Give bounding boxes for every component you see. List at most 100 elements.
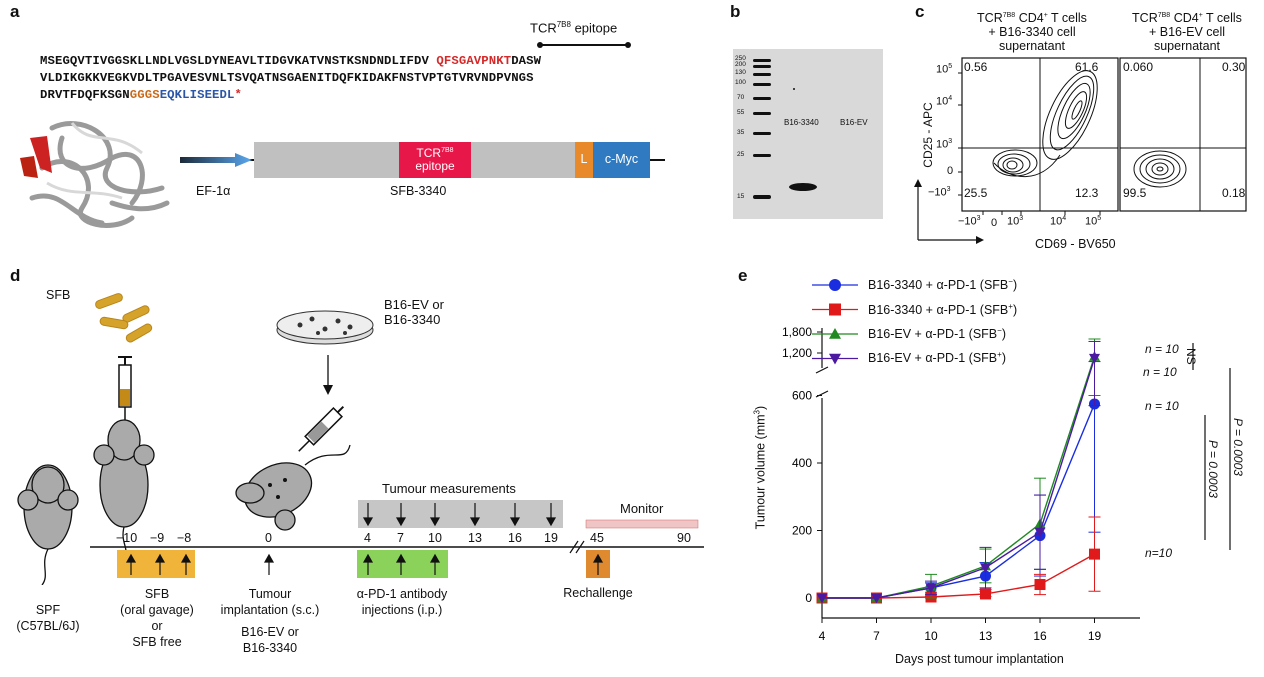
flow-plot-2-title: TCR7B8 CD4+ T cells + B16-EV cell superna… — [1132, 11, 1242, 54]
day-m9: −9 — [150, 531, 165, 545]
series-line — [822, 358, 1096, 599]
plot1-q2: 61.6 — [1075, 60, 1099, 74]
data-point — [816, 593, 828, 604]
panel-a-letter: a — [10, 2, 20, 21]
cells-label: B16-EV or B16-3340 — [384, 297, 444, 327]
plot1-q4: 12.3 — [1075, 186, 1099, 200]
construct-linker-box — [575, 142, 593, 178]
flow-y-axis-label: CD25 - APC — [921, 102, 935, 168]
data-point — [871, 593, 882, 604]
n-label-4: n=10 — [1145, 546, 1173, 560]
day-7: 7 — [397, 531, 404, 545]
sequence-line-3: DRVTFDQFKSGNGGGSEQKLISEEDL* — [40, 88, 242, 102]
day-0: 0 — [265, 531, 272, 545]
flow-plot-1-contours — [992, 70, 1098, 178]
chart-axes: 4 7 10 13 16 19 0 200 400 600 1,200 1,800 — [782, 279, 1140, 643]
tumour-measurements-label: Tumour measurements — [382, 481, 516, 496]
y-tick-1e5: 105 — [936, 63, 953, 76]
chart-y-label: Tumour volume (mm3) — [752, 405, 768, 530]
flow-cytometry-plots — [914, 57, 1247, 244]
legend-label-1: B16-3340 + α-PD-1 (SFB−) — [868, 277, 1018, 293]
sfb-label: SFB — [46, 288, 71, 302]
significance-brackets — [1192, 343, 1231, 550]
epitope-bracket — [537, 42, 631, 48]
legend-marker-1 — [829, 279, 841, 291]
sfb-gavage-box — [117, 550, 195, 578]
x-tick-label: 16 — [1033, 629, 1047, 643]
y-tick-neg1e3: −103 — [928, 186, 951, 199]
x-tick-neg1e3: −103 — [958, 215, 981, 228]
sfb-group-label: SFB (oral gavage) or SFB free — [120, 587, 194, 649]
series-2 — [816, 516, 1101, 604]
monitor-label: Monitor — [620, 501, 664, 516]
spf-mouse-icon — [17, 464, 79, 585]
y-tick-label: 200 — [792, 524, 812, 538]
gavage-syringe-icon — [118, 356, 132, 422]
panel-d-letter: d — [10, 266, 21, 285]
x-tick-label: 19 — [1088, 629, 1102, 643]
blot-lane-1: B16-3340 — [784, 118, 819, 127]
legend-label-3: B16-EV + α-PD-1 (SFB−) — [868, 326, 1006, 342]
plot1-q1: 0.56 — [964, 60, 988, 74]
data-point — [980, 588, 991, 600]
construct-tag-box — [593, 142, 650, 178]
panel-c-letter: c — [915, 2, 925, 21]
day-45: 45 — [590, 531, 604, 545]
n-label-2: n = 10 — [1143, 365, 1177, 379]
plot2-q3: 99.5 — [1123, 186, 1147, 200]
x-tick-label: 4 — [819, 629, 826, 643]
spf-label: SPF (C57BL/6J) — [16, 603, 80, 633]
x-tick-label: 10 — [924, 629, 938, 643]
y-tick-label: 1,800 — [782, 325, 812, 339]
series-4 — [816, 340, 1101, 604]
x-tick-1e3: 103 — [1007, 215, 1024, 228]
blot-lane-2: B16-EV — [840, 118, 868, 127]
promoter-label: EF-1α — [196, 184, 231, 198]
tumour-implantation-label: Tumour implantation (s.c.) B16-EV or B16-33… — [220, 587, 320, 655]
construct-name: SFB-3340 — [390, 184, 447, 198]
antibody-box — [357, 550, 448, 578]
y-tick-1e4: 104 — [936, 95, 953, 108]
data-point — [1089, 353, 1100, 364]
legend-marker-2 — [829, 303, 841, 316]
x-tick-1e5: 105 — [1085, 215, 1102, 228]
x-tick-label: 13 — [979, 629, 993, 643]
flow-plot-1-title: TCR7B8 CD4+ T cells + B16-3340 cell super… — [977, 11, 1087, 54]
legend-label-2: B16-3340 + α-PD-1 (SFB+) — [868, 302, 1018, 318]
data-point — [1034, 579, 1046, 590]
rechallenge-label: Rechallenge — [563, 586, 633, 600]
y-tick-label: 600 — [792, 389, 812, 403]
y-tick-label: 1,200 — [782, 346, 812, 360]
sfb-bacteria-icon — [95, 293, 153, 343]
antibody-label: α-PD-1 antibody injections (i.p.) — [356, 587, 448, 617]
day-19: 19 — [544, 531, 558, 545]
sequence-line-1: MSEGQVTIVGGSKLLNDLVGSLDYNEAVLTIDGVKATVNS… — [40, 54, 542, 68]
ns-label: NS — [1184, 348, 1198, 365]
n-label-3: n = 10 — [1145, 399, 1179, 413]
flow-plot-2-contours — [1133, 150, 1187, 188]
blot-bands — [753, 59, 817, 199]
plot2-q1: 0.060 — [1123, 60, 1154, 74]
injection-syringe-icon — [298, 405, 345, 452]
data-point — [1089, 548, 1100, 560]
construct-diagram — [180, 142, 665, 178]
chart-x-label: Days post tumour implantation — [895, 652, 1064, 666]
legend-label-4: B16-EV + α-PD-1 (SFB+) — [868, 350, 1006, 366]
day-16: 16 — [508, 531, 522, 545]
legend-marker-3 — [829, 328, 841, 339]
tumour-growth-chart: 4 7 10 13 16 19 0 200 400 600 1,200 1,800 — [782, 279, 1140, 643]
construct-epitope-box — [399, 142, 471, 178]
epitope-label: TCR7B8 epitope — [530, 20, 618, 36]
y-tick-1e3: 103 — [936, 138, 953, 151]
flow-plot-2-frame — [1119, 57, 1247, 212]
petri-dish-icon — [276, 310, 374, 345]
day-4: 4 — [364, 531, 371, 545]
series-1 — [816, 361, 1101, 604]
plot1-q3: 25.5 — [964, 186, 988, 200]
day-13: 13 — [468, 531, 482, 545]
plot2-q2: 0.30 — [1222, 60, 1246, 74]
construct-epitope-label: TCR7B8 epitope — [415, 146, 455, 173]
construct-linker-label: L — [580, 152, 588, 166]
sequence-line-2: VLDIKGKKVEGKVDLTPGAVESVNLTSVQATNSGAENITD… — [40, 71, 534, 85]
experiment-schematic — [17, 293, 704, 585]
